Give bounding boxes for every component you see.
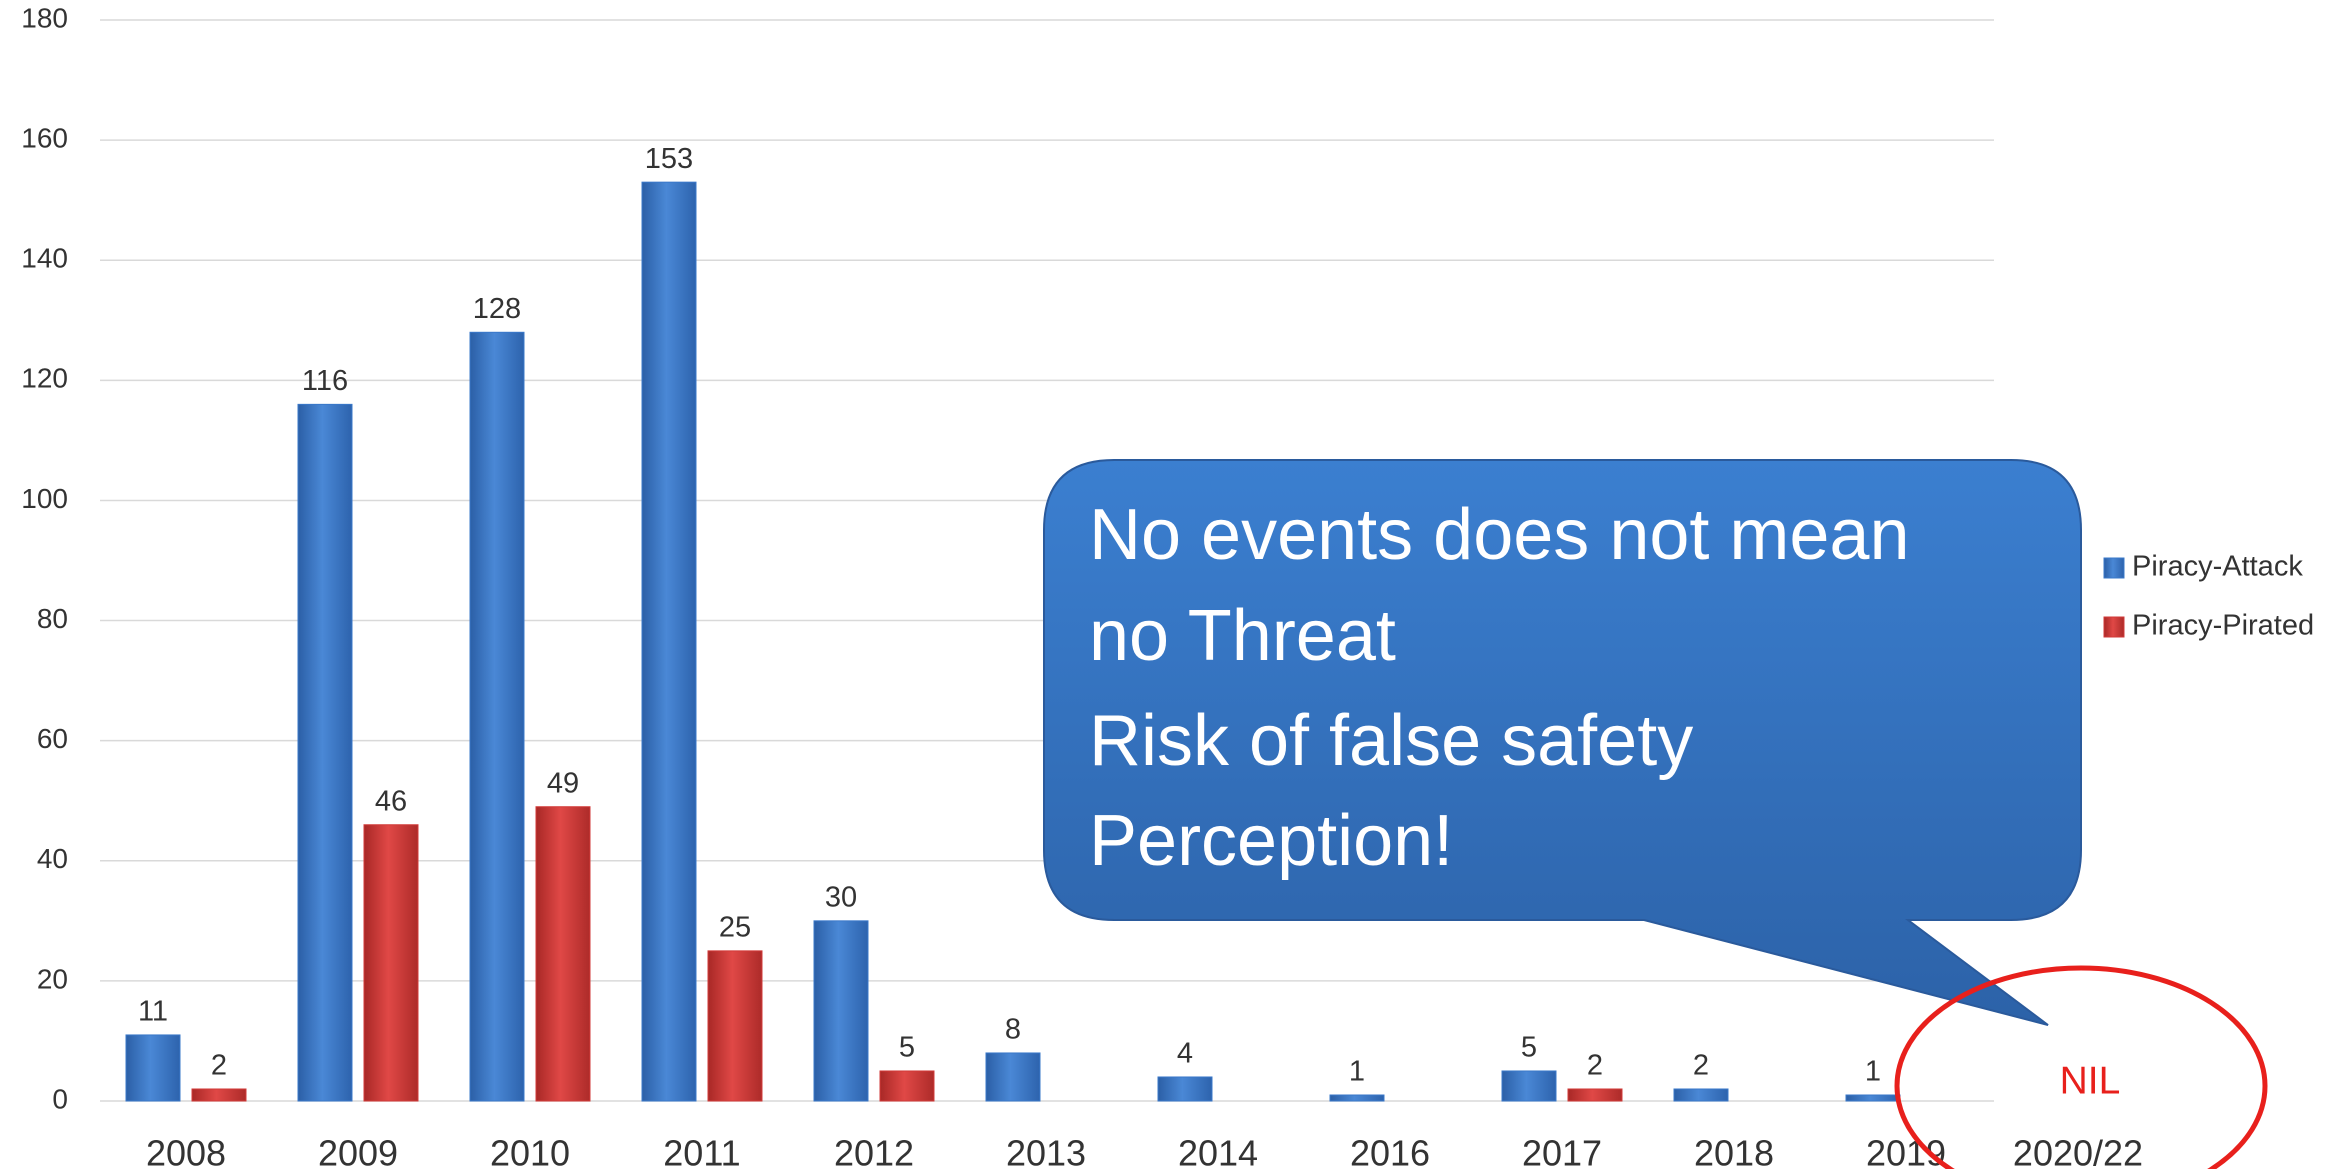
y-tick-label: 40 bbox=[37, 843, 68, 874]
x-tick-label: 2017 bbox=[1522, 1133, 1602, 1169]
data-label: 2 bbox=[1587, 1050, 1603, 1082]
bar bbox=[125, 1034, 181, 1102]
x-tick-label: 2010 bbox=[490, 1133, 570, 1169]
callout-text: No events does not mean bbox=[1089, 495, 1910, 575]
y-tick-label: 60 bbox=[37, 723, 68, 754]
y-tick-label: 20 bbox=[37, 963, 68, 994]
x-tick-label: 2012 bbox=[834, 1133, 914, 1169]
y-tick-label: 180 bbox=[21, 2, 68, 33]
callout-text: no Threat bbox=[1089, 596, 1396, 676]
y-tick-label: 140 bbox=[21, 243, 68, 274]
nil-label: NIL bbox=[2060, 1059, 2121, 1102]
data-label: 1 bbox=[1865, 1056, 1881, 1088]
bar bbox=[641, 181, 697, 1102]
bar bbox=[1501, 1070, 1557, 1102]
y-tick-label: 0 bbox=[52, 1083, 68, 1114]
bar bbox=[1845, 1094, 1901, 1102]
bar bbox=[985, 1052, 1041, 1102]
x-tick-label: 2018 bbox=[1694, 1133, 1774, 1169]
x-tick-label: 2020/22 bbox=[2013, 1133, 2143, 1169]
bar bbox=[297, 403, 353, 1102]
legend-label: Piracy-Attack bbox=[2132, 551, 2303, 583]
callout bbox=[1043, 459, 2082, 1026]
callout-bubble bbox=[1043, 459, 2082, 1026]
data-label: 46 bbox=[375, 785, 407, 817]
bar bbox=[879, 1070, 935, 1102]
bar bbox=[1567, 1088, 1623, 1102]
highlight-ellipse bbox=[1894, 965, 2268, 1169]
legend-swatch bbox=[2103, 557, 2125, 579]
data-label: 128 bbox=[473, 293, 521, 325]
bar bbox=[707, 950, 763, 1102]
bar bbox=[191, 1088, 247, 1102]
callout-text: Risk of false safety bbox=[1089, 701, 1693, 781]
callout-text: Perception! bbox=[1089, 801, 1453, 881]
data-label: 49 bbox=[547, 767, 579, 799]
y-tick-label: 80 bbox=[37, 603, 68, 634]
data-label: 11 bbox=[138, 996, 168, 1028]
data-label: 5 bbox=[899, 1032, 915, 1064]
bar bbox=[1157, 1076, 1213, 1102]
bar bbox=[469, 331, 525, 1102]
data-label: 8 bbox=[1005, 1014, 1021, 1046]
data-label: 2 bbox=[211, 1050, 227, 1082]
bar bbox=[1329, 1094, 1385, 1102]
x-tick-label: 2013 bbox=[1006, 1133, 1086, 1169]
bar bbox=[535, 806, 591, 1102]
data-label: 4 bbox=[1177, 1038, 1193, 1070]
data-label: 25 bbox=[719, 912, 751, 944]
y-tick-label: 160 bbox=[21, 123, 68, 154]
legend-swatch bbox=[2103, 616, 2125, 638]
bar bbox=[1673, 1088, 1729, 1102]
data-label: 153 bbox=[645, 143, 693, 175]
data-label: 5 bbox=[1521, 1032, 1537, 1064]
data-label: 1 bbox=[1349, 1056, 1365, 1088]
plot: 0204060801001201401601802008112200911646… bbox=[21, 2, 2143, 1169]
x-tick-label: 2019 bbox=[1866, 1133, 1946, 1169]
legend-label: Piracy-Pirated bbox=[2132, 610, 2314, 642]
x-tick-label: 2008 bbox=[146, 1133, 226, 1169]
x-tick-label: 2009 bbox=[318, 1133, 398, 1169]
data-label: 2 bbox=[1693, 1050, 1709, 1082]
x-tick-label: 2011 bbox=[663, 1133, 740, 1169]
x-tick-label: 2014 bbox=[1178, 1133, 1258, 1169]
data-label: 30 bbox=[825, 881, 857, 913]
y-tick-label: 120 bbox=[21, 363, 68, 394]
bar bbox=[813, 920, 869, 1102]
x-tick-label: 2016 bbox=[1350, 1133, 1430, 1169]
y-tick-label: 100 bbox=[21, 483, 68, 514]
data-label: 116 bbox=[302, 365, 348, 397]
bar bbox=[363, 824, 419, 1102]
